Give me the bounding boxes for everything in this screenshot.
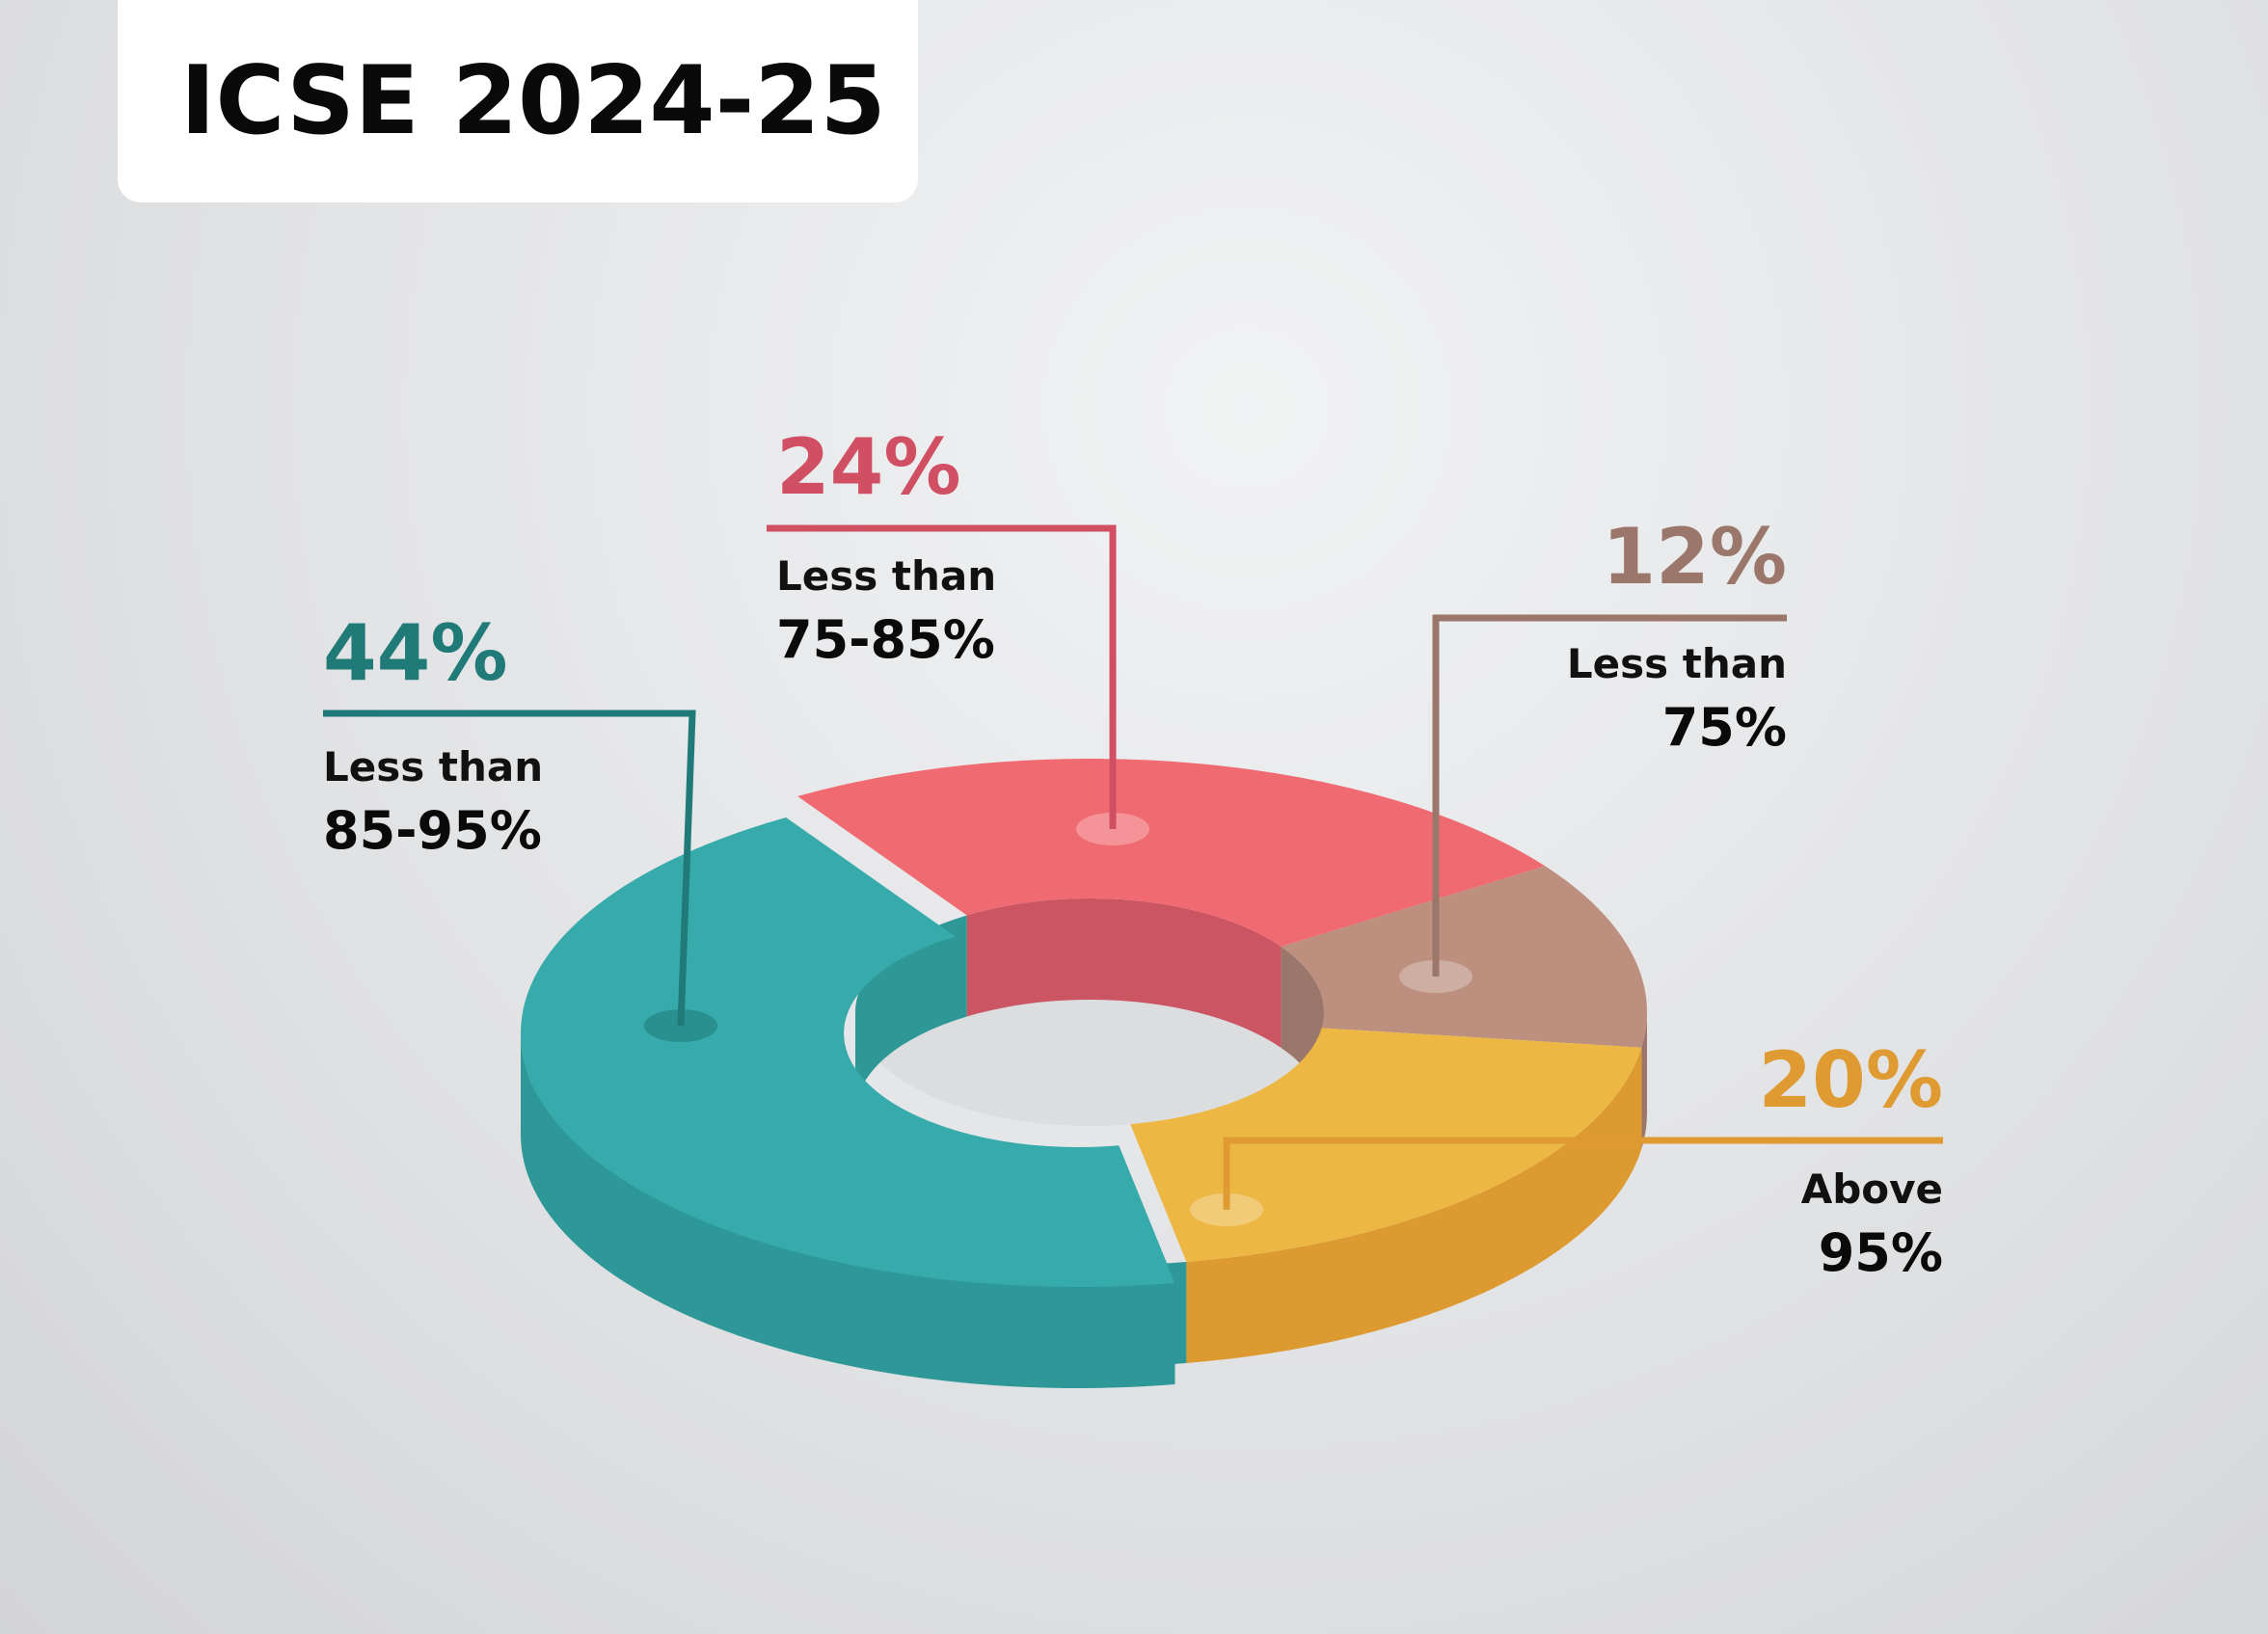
slice-side-above-95 <box>1186 1047 1642 1363</box>
range-label-line1-75-85: Less than <box>776 552 996 600</box>
callout-85-95: 44% Less than 85-95% <box>323 608 717 1042</box>
slice-75-85 <box>797 758 1546 947</box>
slice-side-below-75 <box>1641 1012 1647 1149</box>
slice-below-75 <box>1281 866 1648 1048</box>
range-label-line1-below-75: Less than <box>1567 640 1787 687</box>
range-label-line2-below-75: 75% <box>1662 697 1787 758</box>
callout-above-95: 20% Above 95% <box>1190 1035 1943 1283</box>
callout-leader-above-95 <box>1223 1137 1943 1210</box>
callout-leader-85-95 <box>323 710 696 1027</box>
slice-inner-wall-75-85 <box>966 898 1282 1048</box>
range-label-line2-85-95: 85-95% <box>323 800 542 861</box>
chart-title: ICSE 2024-25 <box>180 46 886 156</box>
callout-below-75: 12% Less than 75% <box>1399 512 1787 993</box>
title-card: ICSE 2024-25 <box>118 0 918 202</box>
slice-side-85-95 <box>521 1033 1175 1388</box>
percent-label-75-85: 24% <box>776 422 960 512</box>
callout-75-85: 24% Less than 75-85% <box>767 422 1149 845</box>
range-label-line1-above-95: Above <box>1801 1165 1943 1213</box>
slice-top-75-85 <box>797 758 1546 947</box>
callouts: 44% Less than 85-95% 24% Less than 75-85% 12% L… <box>323 422 1943 1283</box>
range-label-line1-85-95: Less than <box>323 743 543 790</box>
range-label-line2-above-95: 95% <box>1819 1222 1943 1283</box>
slice-above-95 <box>1130 1028 1642 1262</box>
slice-top-above-95 <box>1130 1028 1642 1262</box>
percent-label-below-75: 12% <box>1603 512 1787 602</box>
range-label-line2-75-85: 75-85% <box>776 609 995 670</box>
callout-leader-below-75 <box>1432 614 1787 977</box>
percent-label-above-95: 20% <box>1759 1035 1943 1125</box>
slice-top-below-75 <box>1281 866 1648 1048</box>
percent-label-85-95: 44% <box>323 608 507 698</box>
callout-leader-75-85 <box>767 524 1117 829</box>
